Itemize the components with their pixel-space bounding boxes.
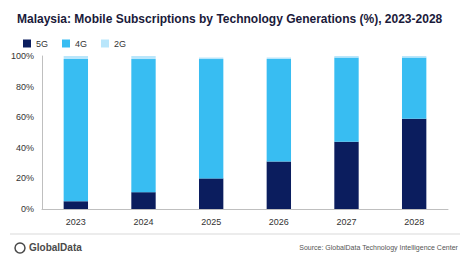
svg-text:100%: 100%	[11, 51, 34, 61]
svg-text:2023: 2023	[66, 217, 86, 227]
svg-text:2026: 2026	[269, 217, 289, 227]
svg-text:60%: 60%	[16, 112, 34, 122]
svg-text:0%: 0%	[21, 204, 34, 214]
svg-text:2G: 2G	[114, 39, 126, 49]
svg-text:5G: 5G	[36, 39, 48, 49]
svg-text:2027: 2027	[336, 217, 356, 227]
svg-text:Malaysia: Mobile Subscriptions: Malaysia: Mobile Subscriptions by Techno…	[17, 12, 443, 26]
svg-text:GlobalData: GlobalData	[29, 242, 82, 253]
svg-text:2028: 2028	[404, 217, 424, 227]
svg-text:80%: 80%	[16, 82, 34, 92]
svg-text:4G: 4G	[75, 39, 87, 49]
svg-text:Source: GlobalData Technology: Source: GlobalData Technology Intelligen…	[299, 244, 458, 252]
svg-text:2025: 2025	[201, 217, 221, 227]
svg-text:20%: 20%	[16, 173, 34, 183]
svg-text:2024: 2024	[133, 217, 153, 227]
svg-text:40%: 40%	[16, 143, 34, 153]
